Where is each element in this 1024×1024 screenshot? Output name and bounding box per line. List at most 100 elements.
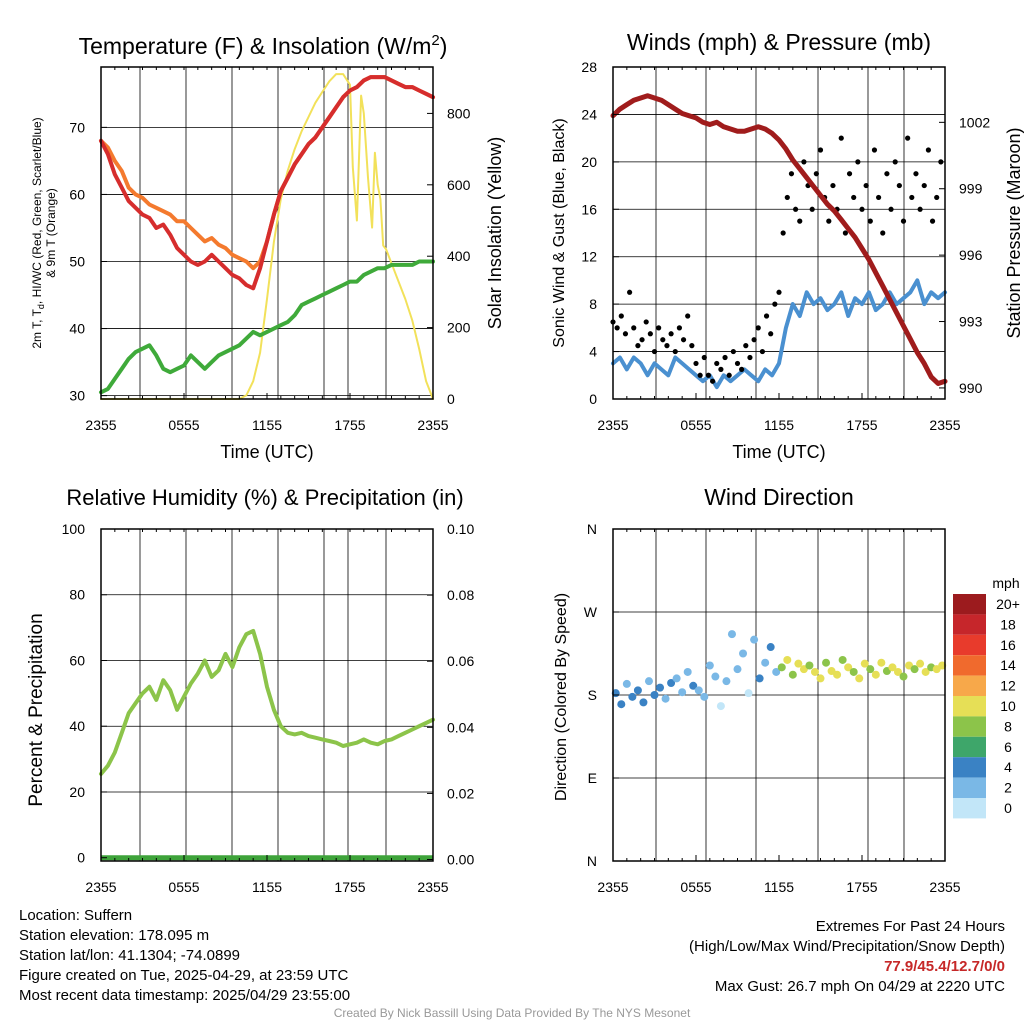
direction-point: [855, 674, 864, 683]
direction-point: [893, 667, 902, 676]
gust-point: [759, 348, 766, 355]
panel-2-xlabel: Time (UTC): [732, 442, 825, 462]
series-sonic-wind: [611, 278, 947, 390]
direction-point: [810, 667, 819, 676]
direction-point: [739, 649, 748, 658]
direction-point: [689, 681, 698, 690]
ylabel-part-b: , HI/WC (Red, Green, Scarlet/Blue): [30, 117, 44, 304]
gust-point: [668, 331, 674, 337]
direction-point: [849, 667, 858, 676]
y-tick-label-right: 0: [447, 391, 455, 407]
gust-point: [631, 325, 637, 331]
y-tick-label-right: 200: [447, 320, 471, 336]
legend-title: mph: [992, 575, 1019, 591]
gust-point: [726, 372, 732, 378]
direction-point: [899, 672, 908, 681]
direction-point: [683, 667, 692, 676]
gust-point: [876, 194, 882, 201]
gust-point: [892, 159, 898, 165]
x-tick-label: 2355: [929, 879, 960, 895]
gust-point: [701, 354, 707, 361]
legend-label: 20+: [996, 596, 1020, 612]
legend-swatch: [953, 777, 986, 798]
gust-point: [710, 378, 716, 384]
gust-point: [851, 194, 857, 201]
direction-point: [860, 659, 869, 668]
panel-1-ylabel: 2m T, Td, HI/WC (Red, Green, Scarlet/Blu…: [30, 117, 58, 348]
gust-point: [780, 230, 786, 236]
y-tick-label: N: [587, 853, 597, 869]
y-tick-label-right: 800: [447, 105, 471, 121]
y-tick-label-right: 0.00: [447, 852, 474, 868]
panel-1-title: Temperature (F) & Insolation (W/m2): [79, 32, 448, 59]
y-tick-label-right: 999: [959, 181, 983, 197]
direction-point: [910, 665, 919, 674]
gust-point: [817, 147, 824, 153]
direction-point: [744, 689, 753, 698]
series-2m-t: [99, 75, 435, 291]
legend-label: 0: [1004, 800, 1012, 816]
direction-point: [700, 692, 709, 701]
panel-1-ylabel-line2: & 9m T (Orange): [44, 188, 58, 278]
panel-1-grid: [101, 67, 433, 399]
gust-point: [813, 171, 819, 177]
direction-point: [833, 670, 842, 679]
gust-point: [739, 366, 745, 372]
y-tick-label-right: 0.10: [447, 521, 474, 537]
x-tick-label: 1755: [846, 417, 877, 433]
gust-point: [867, 218, 873, 224]
y-tick-label-right: 0.08: [447, 587, 474, 603]
y-tick-label-right: 996: [959, 247, 983, 263]
panel-2-ylabel: Sonic Wind & Gust (Blue, Black): [551, 118, 568, 347]
y-tick-label-right: 600: [447, 177, 471, 193]
legend-swatch: [953, 757, 986, 778]
panel-1-ylabel-right: Solar Insolation (Yellow): [485, 137, 505, 329]
gust-point: [730, 348, 736, 355]
panel-3-ylabel: Percent & Precipitation: [26, 613, 47, 806]
y-tick-label: 0: [77, 850, 85, 866]
gust-point: [784, 194, 790, 201]
panel-3-frame: [100, 528, 434, 862]
gust-point: [793, 206, 799, 212]
gust-point: [934, 194, 940, 201]
gust-point: [896, 182, 902, 189]
x-tick-label: 1155: [764, 417, 794, 433]
legend-label: 10: [1000, 698, 1016, 714]
legend-swatch: [953, 675, 986, 696]
gust-point: [763, 313, 770, 319]
y-tick-label: 80: [69, 587, 85, 603]
direction-point: [722, 677, 731, 686]
direction-point: [805, 661, 814, 670]
direction-point: [921, 667, 930, 676]
y-tick-label: 70: [69, 119, 85, 135]
recent-data-timestamp: Most recent data timestamp: 2025/04/29 2…: [19, 987, 351, 1004]
legend-label: 16: [1000, 637, 1016, 653]
gust-point: [772, 301, 778, 307]
direction-point: [656, 683, 665, 692]
x-tick-label: 0555: [680, 417, 711, 433]
direction-point: [650, 691, 659, 699]
panel-1-title-superscript: 2: [431, 32, 439, 49]
series-station-pressure: [610, 93, 948, 386]
gust-point: [909, 194, 915, 201]
gust-point: [788, 171, 795, 177]
extremes-title: Extremes For Past 24 Hours: [815, 918, 1005, 935]
gust-point: [838, 135, 844, 141]
gust-point: [647, 331, 653, 337]
direction-point: [772, 667, 781, 676]
extremes-panel: Extremes For Past 24 Hours (High/Low/Max…: [689, 917, 1005, 997]
direction-point: [822, 658, 831, 667]
gust-point: [809, 206, 815, 212]
x-tick-label: 0555: [680, 879, 711, 895]
gust-point: [755, 325, 761, 331]
direction-point: [783, 655, 792, 664]
direction-point: [639, 698, 648, 707]
gust-point: [880, 230, 886, 236]
direction-point: [727, 630, 736, 639]
gust-point: [643, 319, 649, 325]
y-tick-label: 40: [69, 321, 85, 337]
gust-point: [618, 313, 624, 319]
y-tick-label: 30: [69, 388, 85, 404]
panel-1-xlabel: Time (UTC): [220, 442, 313, 462]
panel-1-title-main: Temperature (F) & Insolation (W/m: [79, 33, 432, 59]
